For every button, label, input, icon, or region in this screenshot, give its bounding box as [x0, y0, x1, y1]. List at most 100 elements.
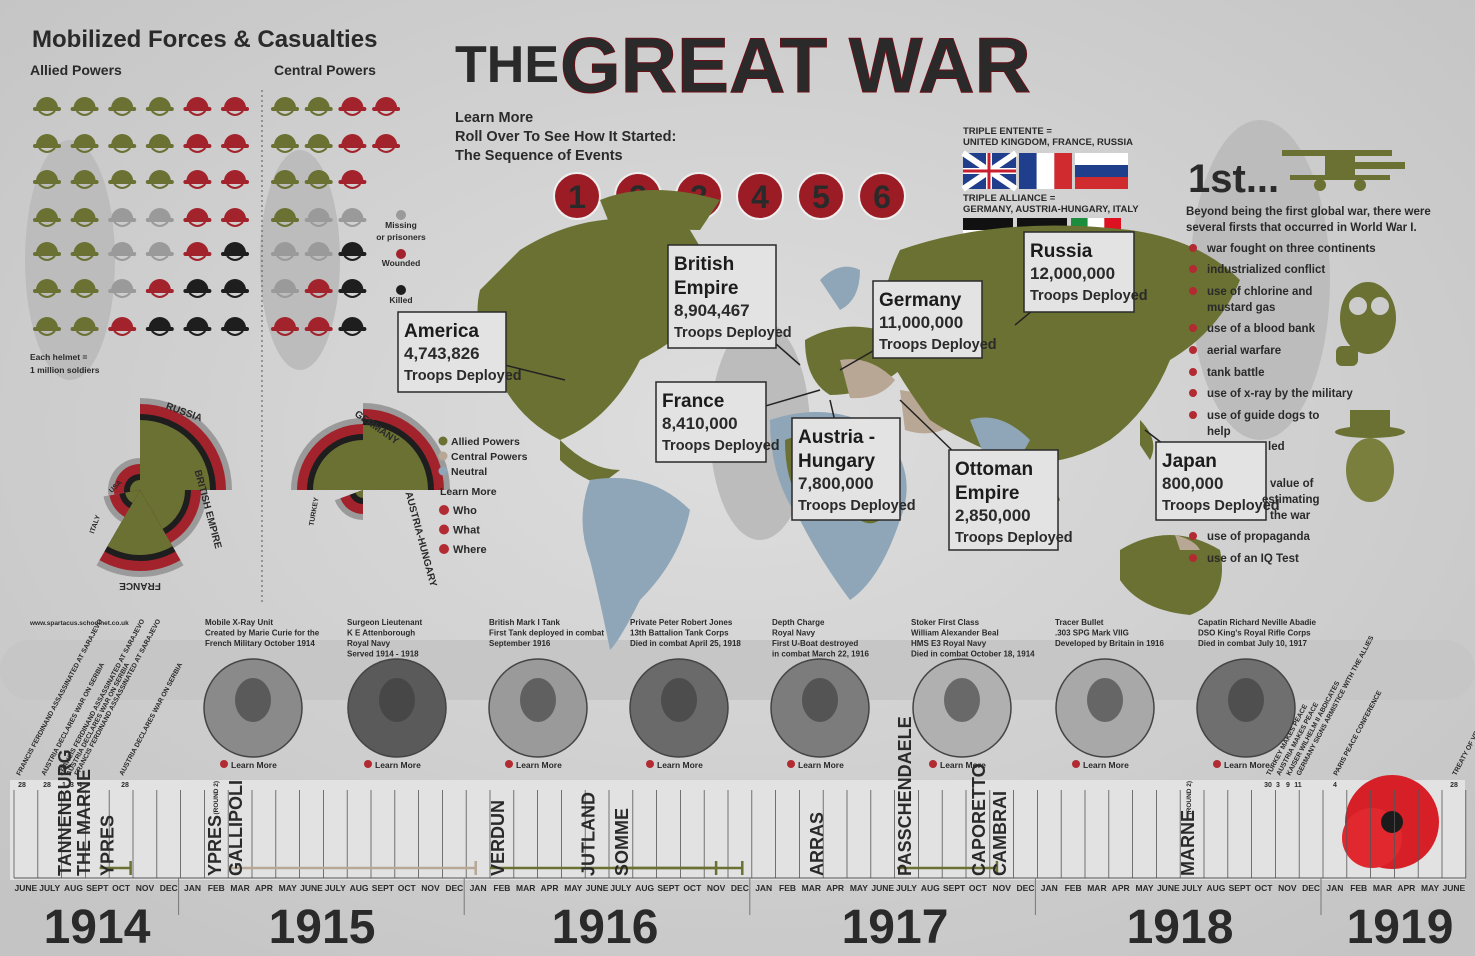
country-box — [397, 311, 507, 393]
helmet-dome — [224, 242, 246, 253]
helmet-brim — [183, 327, 212, 331]
helmet-strap — [276, 183, 294, 189]
helmet-brim — [338, 144, 367, 148]
helmet — [372, 97, 401, 116]
helmet-brim — [271, 252, 299, 256]
step-button[interactable] — [736, 172, 784, 220]
land — [1175, 535, 1200, 550]
helmet — [221, 97, 249, 116]
helmet — [108, 208, 137, 227]
rose-wedge — [129, 480, 140, 492]
helmet — [33, 279, 61, 298]
helmet-brim — [145, 252, 174, 256]
month-label: MAY — [850, 883, 868, 893]
first-item: use of a blood bank — [1207, 323, 1316, 335]
helmet-brim — [33, 327, 61, 331]
country-name: Hungary — [798, 451, 876, 472]
link-dot[interactable] — [220, 760, 228, 768]
helmet-brim — [271, 180, 299, 184]
helmet-strap — [343, 292, 362, 298]
helmet-dome — [73, 242, 96, 253]
country-box — [948, 449, 1059, 551]
helmet-brim — [338, 218, 367, 222]
caption: Died in combat July 10, 1917 — [1198, 639, 1307, 648]
month-label: JULY — [1182, 883, 1203, 893]
bullet — [1189, 346, 1197, 354]
helmet — [70, 242, 99, 261]
rose-wedge — [140, 490, 185, 529]
bullet — [1189, 411, 1197, 419]
helmet — [271, 208, 299, 227]
title-prefix: THE — [455, 36, 559, 94]
month-label: JUNE — [300, 883, 323, 893]
helmet-brim — [221, 327, 249, 331]
helmet-dome — [186, 242, 209, 253]
caption: K E Attenborough — [347, 629, 415, 638]
helmet-strap — [276, 255, 294, 261]
link-dot[interactable] — [505, 760, 513, 768]
land — [840, 359, 895, 399]
land — [582, 478, 690, 650]
helmet-dome — [111, 279, 134, 290]
caption: Stoker First Class — [911, 618, 980, 627]
helmet-strap — [75, 221, 94, 227]
helmet-dome — [186, 208, 209, 219]
helmet-dome — [307, 208, 330, 219]
helmet-strap — [38, 221, 56, 227]
helmet — [108, 134, 137, 153]
year: 1917 — [842, 901, 949, 954]
helmet — [145, 134, 174, 153]
step-number: 6 — [873, 179, 891, 215]
event-date: 3 — [1276, 782, 1280, 789]
source: www.spartacus.schoolnet.co.uk — [29, 620, 129, 627]
learn-more: Learn More — [516, 760, 562, 770]
link-dot[interactable] — [1213, 760, 1221, 768]
land — [820, 266, 860, 310]
step-button[interactable] — [797, 172, 845, 220]
helmet — [70, 170, 99, 189]
helmet — [70, 208, 99, 227]
month-label: SEPT — [86, 883, 109, 893]
photo-figure — [235, 678, 271, 722]
year: 1919 — [1347, 901, 1454, 954]
helmet — [221, 170, 249, 189]
helmet-strap — [226, 292, 244, 298]
month-label: NOV — [992, 883, 1011, 893]
helmet-strap — [377, 110, 395, 116]
helmet-strap — [377, 147, 395, 153]
link-dot[interactable] — [787, 760, 795, 768]
first-item: help — [1207, 426, 1231, 438]
helmet-strap — [188, 255, 207, 261]
helmet-strap — [276, 292, 294, 298]
helmet — [145, 317, 174, 336]
helmet-dome — [274, 242, 296, 253]
forces-title: Mobilized Forces & Casualties — [32, 26, 377, 53]
link-dot[interactable] — [439, 524, 449, 535]
link-dot[interactable] — [364, 760, 372, 768]
helmet-dome — [341, 134, 364, 145]
step-number: 5 — [812, 179, 830, 215]
country-box — [655, 381, 767, 463]
month-label: NOV — [421, 883, 440, 893]
first-item: aerial warfare — [1207, 345, 1281, 357]
helmet-strap — [226, 330, 244, 336]
link-dot[interactable] — [646, 760, 654, 768]
helmet — [271, 242, 299, 261]
caption: Royal Navy — [347, 639, 391, 648]
month-label: JAN — [470, 883, 487, 893]
caption: .303 SPG Mark VIIG — [1055, 629, 1129, 638]
step-button[interactable] — [858, 172, 906, 220]
country-name: Ottoman — [955, 459, 1033, 480]
link-label: Where — [453, 544, 487, 556]
link-dot[interactable] — [1072, 760, 1080, 768]
step-button[interactable] — [553, 172, 601, 220]
link-dot[interactable] — [439, 544, 449, 554]
map-legend-label: Allied Powers — [451, 436, 520, 448]
month-label: SEPT — [943, 883, 966, 893]
month-label: APR — [1397, 883, 1415, 893]
month-label: SEPT — [1229, 883, 1252, 893]
link-dot[interactable] — [439, 505, 449, 515]
learn-more: Learn More — [375, 760, 421, 770]
helmet-dome — [186, 279, 209, 290]
link-dot[interactable] — [929, 760, 937, 768]
